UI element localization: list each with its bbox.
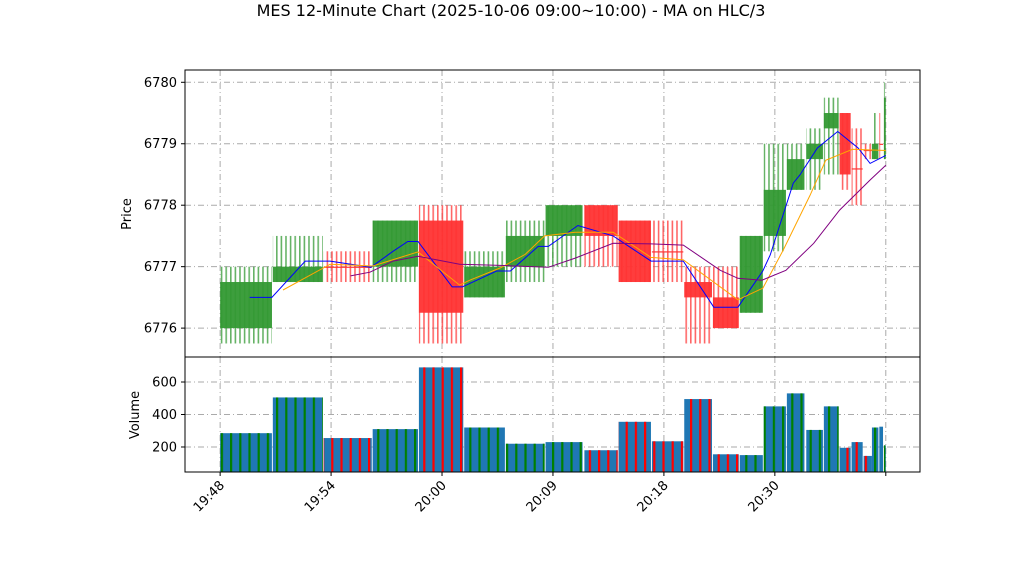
x-tick-label: 19:54 (302, 478, 339, 515)
volume-bar-stripes (871, 427, 879, 472)
volume-tick-label: 400 (152, 408, 177, 423)
price-tick-label: 6780 (144, 76, 177, 91)
volume-bar-stripes (879, 426, 884, 472)
candle-wick (684, 266, 712, 344)
candle-body (272, 266, 323, 283)
candle-body (545, 205, 583, 236)
candle-body (584, 205, 618, 236)
volume-bars (220, 367, 886, 472)
candle-body (712, 297, 739, 329)
volume-bar-stripes (806, 429, 823, 472)
volume-bar-stripes (418, 367, 464, 472)
candle-body (883, 97, 886, 160)
candle-body (739, 235, 763, 313)
x-tick-label: 20:30 (746, 478, 783, 515)
candle-body (863, 149, 872, 152)
volume-bar-stripes (823, 406, 839, 472)
ma-fast-line (249, 130, 887, 308)
volume-bar-stripes (323, 438, 372, 472)
volume-bar-stripes (464, 427, 505, 472)
volume-bar-stripes (220, 433, 272, 472)
volume-bar-stripes (618, 421, 651, 472)
candle-body (763, 189, 786, 236)
candle-body (823, 113, 839, 129)
price-tick-label: 6777 (144, 260, 177, 275)
x-tick-label: 20:18 (635, 478, 672, 515)
x-tick-label: 19:48 (191, 478, 228, 515)
candle-wick (871, 113, 879, 160)
ma-slow-line (350, 164, 887, 281)
chart-title: MES 12-Minute Chart (2025-10-06 09:00~10… (257, 1, 766, 20)
volume-bar-stripes (739, 455, 763, 472)
x-tick-label: 20:09 (524, 478, 561, 515)
volume-bar-stripes (505, 443, 545, 472)
candle-body (220, 282, 272, 329)
candle-body (879, 143, 884, 145)
volume-bar-stripes (651, 441, 684, 472)
candle-body (871, 143, 879, 160)
volume-tick-label: 600 (152, 376, 177, 391)
candle-wick (863, 143, 872, 160)
volume-bar-stripes (863, 455, 872, 472)
volume-bar-stripes (839, 447, 851, 472)
moving-average-lines (249, 130, 887, 308)
candle-body (786, 159, 805, 190)
volume-bar-stripes (372, 429, 418, 472)
price-tick-label: 6776 (144, 322, 177, 337)
candle-wick (823, 97, 839, 175)
x-tick-label: 20:00 (413, 478, 450, 515)
volume-bar-stripes (786, 393, 805, 472)
volume-bar-stripes (883, 445, 886, 472)
candle-wick (851, 128, 863, 206)
candle-body (372, 220, 418, 267)
volume-bar-stripes (763, 406, 786, 472)
volume-bar-stripes (584, 450, 618, 472)
volume-bar-stripes (712, 454, 739, 472)
price-candles (220, 82, 886, 344)
volume-bar-stripes (684, 399, 712, 472)
candle-body (464, 266, 505, 298)
volume-bar-stripes (272, 397, 323, 472)
volume-axis-label: Volume (128, 391, 143, 439)
price-tick-label: 6778 (144, 199, 177, 214)
price-axis-label: Price (120, 198, 135, 230)
volume-tick-label: 200 (152, 440, 177, 455)
candle-body (618, 220, 651, 283)
candle-wick (879, 113, 884, 160)
candle-body (323, 266, 372, 268)
candle-body (851, 168, 863, 170)
candle-body (418, 220, 464, 313)
volume-bar-stripes (851, 442, 863, 472)
candle-body (839, 113, 851, 175)
volume-bar-stripes (545, 442, 583, 472)
candle-body (651, 251, 684, 253)
price-tick-label: 6779 (144, 137, 177, 152)
